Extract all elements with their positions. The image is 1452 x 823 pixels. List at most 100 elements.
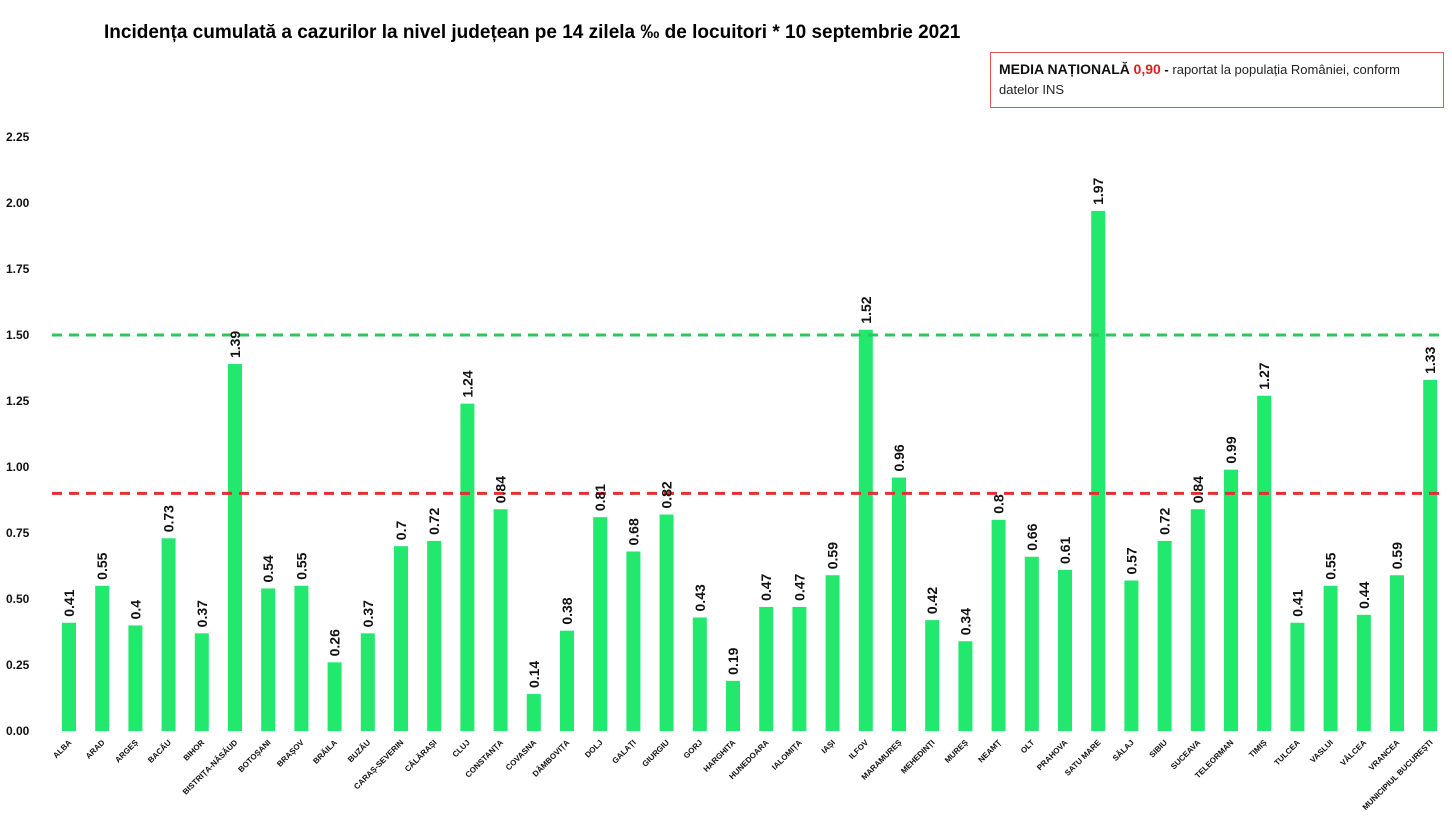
bar <box>1257 395 1272 731</box>
data-label: 0.8 <box>991 494 1007 514</box>
data-label: 0.19 <box>725 647 741 674</box>
y-tick-label: 1.25 <box>6 394 30 408</box>
bar <box>1390 575 1404 731</box>
national-average-dash: - <box>1164 62 1169 77</box>
y-tick-label: 1.00 <box>6 460 30 474</box>
category-label: ILFOV <box>847 738 870 761</box>
data-label: 0.84 <box>493 476 509 503</box>
category-label: GALAȚI <box>610 738 637 765</box>
bar <box>294 585 309 731</box>
category-label: IALOMIȚA <box>770 738 804 772</box>
category-label: GIURGIU <box>640 738 671 769</box>
category-label: CĂLĂRAȘI <box>403 738 439 774</box>
category-label: PRAHOVA <box>1035 738 1069 772</box>
category-label: IAȘI <box>820 738 837 755</box>
y-tick-label: 0.25 <box>6 658 30 672</box>
bar <box>261 588 276 731</box>
bar <box>194 633 209 731</box>
data-label: 1.97 <box>1090 177 1106 204</box>
chart-title: Incidența cumulată a cazurilor la nivel … <box>104 22 961 43</box>
bar <box>858 329 873 731</box>
data-label: 0.55 <box>293 552 309 579</box>
data-label: 0.42 <box>924 587 940 614</box>
y-tick-label: 2.25 <box>6 130 30 144</box>
category-label: ARGEȘ <box>113 738 140 765</box>
bar <box>1356 614 1371 731</box>
data-label: 1.27 <box>1256 362 1272 389</box>
data-label: 0.99 <box>1223 436 1239 463</box>
data-label: 0.84 <box>1190 476 1206 503</box>
data-label: 0.61 <box>1057 536 1073 563</box>
data-label: 0.68 <box>625 518 641 545</box>
data-label: 0.41 <box>61 589 77 616</box>
y-tick-label: 2.00 <box>6 196 30 210</box>
data-label: 0.47 <box>791 573 807 600</box>
y-tick-label: 1.75 <box>6 262 30 276</box>
bar <box>792 606 807 731</box>
bar <box>560 630 574 731</box>
data-label: 0.59 <box>825 542 841 569</box>
bar <box>759 606 774 731</box>
data-label: 0.14 <box>526 661 542 688</box>
data-label: 1.24 <box>459 370 475 397</box>
data-label: 0.4 <box>127 600 143 620</box>
category-label: HARGHITA <box>702 738 738 774</box>
data-label: 1.33 <box>1422 346 1438 373</box>
bar <box>526 694 541 731</box>
bar <box>892 477 906 731</box>
bar <box>62 622 76 731</box>
bar <box>925 620 940 731</box>
category-label: COVASNA <box>504 738 538 772</box>
data-label: 0.38 <box>559 597 575 624</box>
bar <box>1058 569 1072 731</box>
category-label: BUZĂU <box>346 738 372 764</box>
bar <box>228 364 242 731</box>
category-label: MUREȘ <box>943 738 970 765</box>
bar <box>128 625 143 731</box>
bar <box>1290 622 1305 731</box>
national-average-value: 0,90 <box>1133 61 1161 77</box>
category-label: VÂLCEA <box>1339 738 1369 768</box>
data-label: 0.41 <box>1289 589 1305 616</box>
category-label: OLT <box>1019 738 1036 755</box>
y-tick-label: 0.75 <box>6 526 30 540</box>
national-average-label: MEDIA NAȚIONALĂ <box>999 61 1130 77</box>
category-label: GORJ <box>682 738 704 760</box>
data-label: 0.72 <box>1157 507 1173 534</box>
category-label: BRĂILA <box>311 738 339 766</box>
data-label: 0.66 <box>1024 523 1040 550</box>
data-label: 1.52 <box>858 296 874 323</box>
category-label: VRANCEA <box>1367 738 1401 772</box>
bar <box>659 514 674 731</box>
category-label: SIBIU <box>1148 738 1170 760</box>
bar <box>95 585 110 731</box>
bar <box>1124 580 1139 731</box>
bar <box>1024 556 1039 731</box>
bar <box>394 546 408 731</box>
data-label: 0.37 <box>194 600 210 627</box>
data-label: 0.55 <box>94 552 110 579</box>
bar <box>1423 379 1438 731</box>
category-label: BIHOR <box>182 738 207 763</box>
y-tick-label: 0.00 <box>6 724 30 738</box>
national-average-text: raportat la populația României, conform … <box>999 62 1401 97</box>
bar <box>1224 469 1238 731</box>
bar <box>593 517 608 731</box>
bar <box>1157 540 1172 731</box>
data-label: 0.81 <box>592 484 608 511</box>
bar <box>825 575 840 731</box>
data-label: 0.7 <box>393 521 409 541</box>
bar <box>427 540 442 731</box>
data-label: 0.57 <box>1123 547 1139 574</box>
bar <box>958 641 973 731</box>
category-label: TIMIȘ <box>1247 738 1269 760</box>
bar <box>1323 585 1338 731</box>
national-average-box: MEDIA NAȚIONALĂ 0,90 - raportat la popul… <box>990 52 1444 108</box>
bar <box>493 509 508 731</box>
data-label: 1.39 <box>227 331 243 358</box>
y-tick-label: 0.50 <box>6 592 30 606</box>
data-label: 0.54 <box>260 555 276 582</box>
bar <box>1190 509 1205 731</box>
category-label: SĂLAJ <box>1111 738 1136 763</box>
